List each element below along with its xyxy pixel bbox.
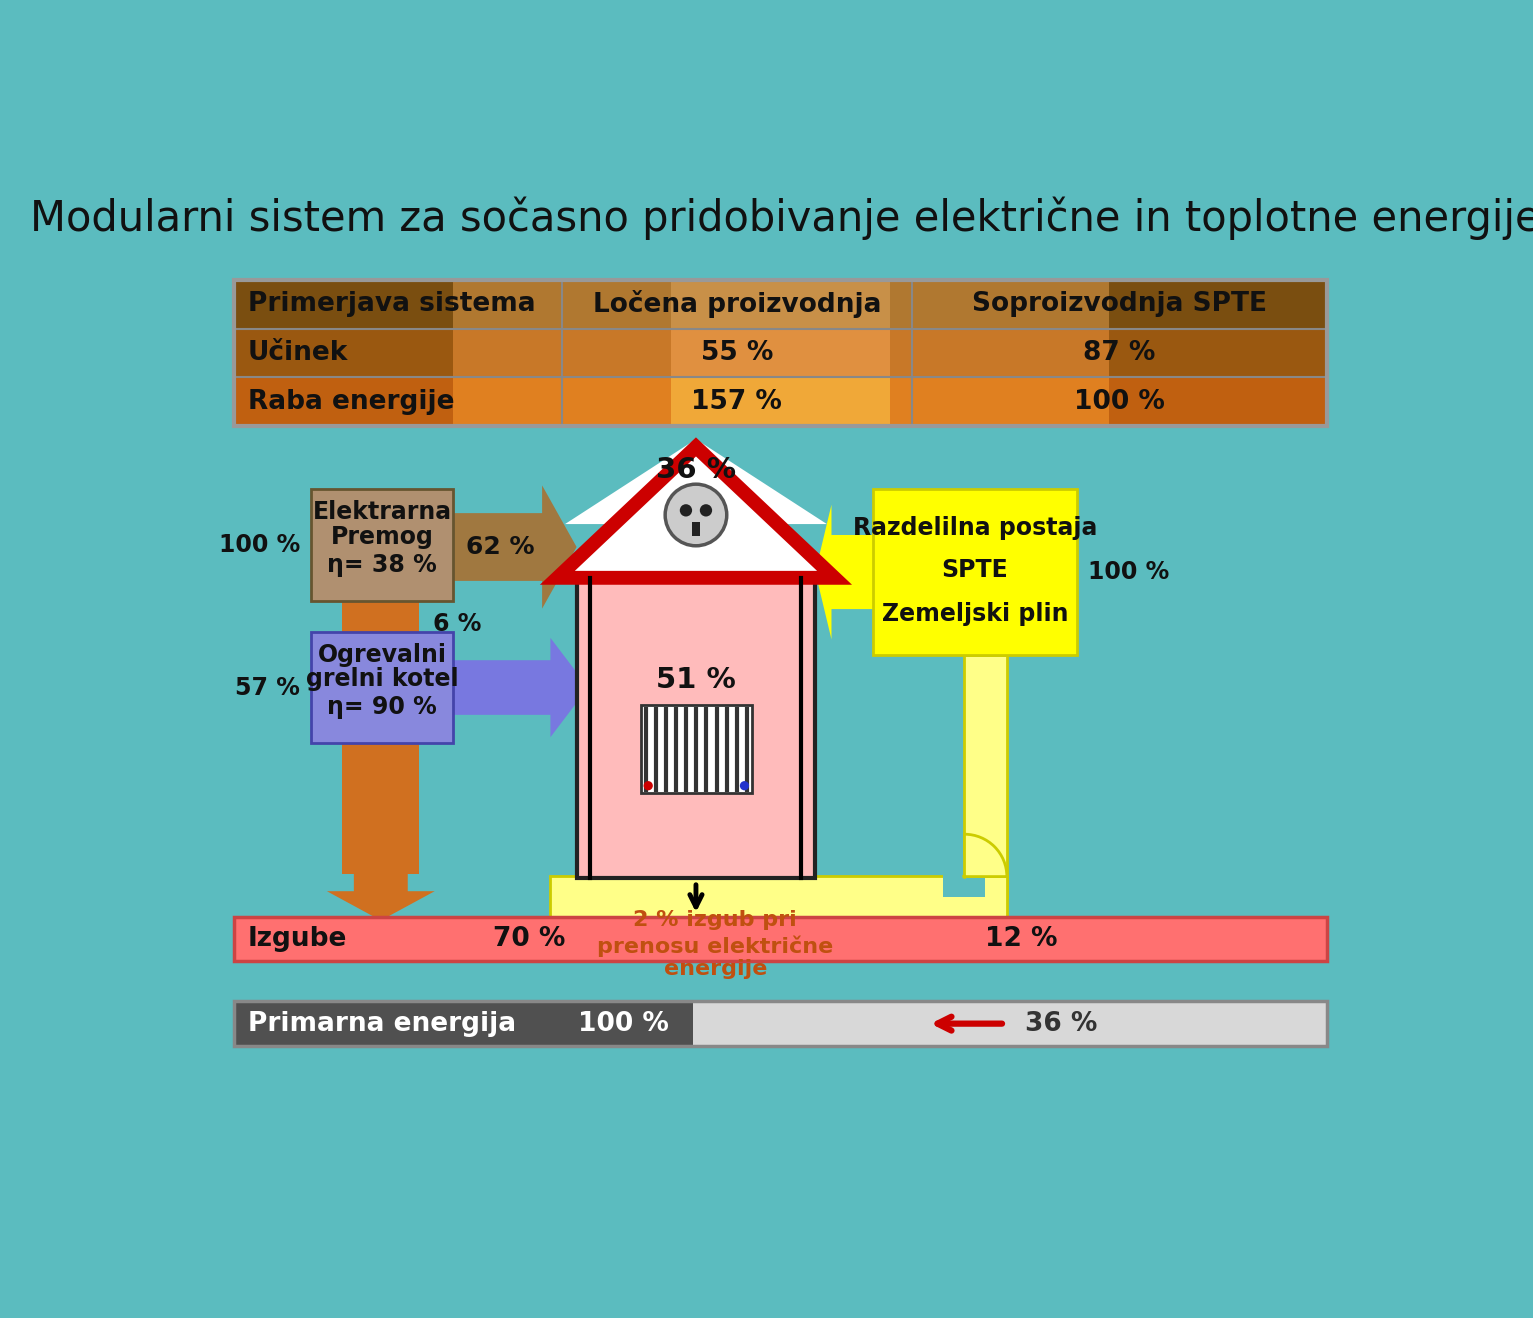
Polygon shape bbox=[816, 505, 874, 639]
Text: 70 %: 70 % bbox=[494, 927, 566, 952]
Bar bbox=[452, 377, 671, 426]
Text: 100 %: 100 % bbox=[1075, 389, 1165, 415]
Bar bbox=[235, 916, 1328, 961]
Bar bbox=[943, 855, 986, 898]
Text: 51 %: 51 % bbox=[656, 666, 736, 695]
Text: Ogrevalni: Ogrevalni bbox=[317, 643, 446, 667]
Text: η= 38 %: η= 38 % bbox=[328, 552, 437, 577]
Text: Soproizvodnja SPTE: Soproizvodnja SPTE bbox=[972, 291, 1268, 318]
Text: 100 %: 100 % bbox=[578, 1011, 670, 1037]
Bar bbox=[235, 328, 452, 377]
Bar bbox=[1108, 377, 1328, 426]
Text: Ločena proizvodnja: Ločena proizvodnja bbox=[593, 290, 881, 318]
Bar bbox=[671, 377, 891, 426]
Text: prenosu električne: prenosu električne bbox=[596, 934, 834, 957]
Bar bbox=[1108, 279, 1328, 328]
Text: Razdelilna postaja: Razdelilna postaja bbox=[852, 515, 1098, 540]
Text: grelni kotel: grelni kotel bbox=[307, 667, 458, 692]
Bar bbox=[576, 577, 816, 878]
Bar bbox=[342, 489, 420, 874]
Bar bbox=[891, 377, 1108, 426]
Text: Premog: Premog bbox=[331, 525, 434, 550]
Bar bbox=[235, 1002, 693, 1046]
Bar bbox=[311, 631, 454, 743]
Text: Modularni sistem za sočasno pridobivanje električne in toplotne energije: Modularni sistem za sočasno pridobivanje… bbox=[31, 196, 1533, 240]
Text: 2 % izgub pri: 2 % izgub pri bbox=[633, 911, 797, 931]
Text: 157 %: 157 % bbox=[691, 389, 782, 415]
Bar bbox=[671, 328, 891, 377]
Text: Učinek: Učinek bbox=[248, 340, 348, 366]
Text: η= 90 %: η= 90 % bbox=[328, 695, 437, 720]
Wedge shape bbox=[964, 834, 1007, 878]
Polygon shape bbox=[566, 439, 826, 663]
Text: Izgube: Izgube bbox=[248, 927, 346, 952]
Bar bbox=[452, 328, 671, 377]
Text: Primarna energija: Primarna energija bbox=[248, 1011, 517, 1037]
Bar bbox=[964, 655, 1007, 898]
Circle shape bbox=[679, 505, 691, 517]
Text: Elektrarna: Elektrarna bbox=[313, 501, 452, 525]
Circle shape bbox=[665, 484, 727, 546]
Polygon shape bbox=[558, 447, 834, 577]
Circle shape bbox=[644, 782, 653, 791]
Polygon shape bbox=[454, 485, 576, 609]
Bar bbox=[671, 279, 891, 328]
Text: 6 %: 6 % bbox=[434, 612, 481, 637]
Bar bbox=[311, 489, 454, 601]
Polygon shape bbox=[327, 844, 435, 920]
Circle shape bbox=[699, 505, 713, 517]
Bar bbox=[874, 489, 1078, 655]
Bar bbox=[343, 631, 419, 743]
Text: Zemeljski plin: Zemeljski plin bbox=[881, 602, 1069, 626]
Text: energije: energije bbox=[664, 960, 766, 979]
Text: 12 %: 12 % bbox=[986, 927, 1058, 952]
Bar bbox=[550, 875, 1007, 919]
Text: SPTE: SPTE bbox=[941, 558, 1009, 583]
Text: 55 %: 55 % bbox=[701, 340, 773, 366]
Bar bbox=[235, 279, 1328, 426]
Bar bbox=[235, 377, 452, 426]
Polygon shape bbox=[454, 638, 589, 737]
Text: 36 %: 36 % bbox=[1026, 1011, 1098, 1037]
Text: 100 %: 100 % bbox=[219, 532, 300, 558]
Bar bbox=[235, 279, 452, 328]
Text: 57 %: 57 % bbox=[235, 676, 300, 700]
Bar bbox=[693, 1002, 1328, 1046]
Bar bbox=[891, 279, 1108, 328]
Text: 36 %: 36 % bbox=[656, 456, 736, 485]
Text: Primerjava sistema: Primerjava sistema bbox=[248, 291, 535, 318]
Bar bbox=[691, 522, 699, 536]
Bar bbox=[641, 705, 753, 793]
Bar bbox=[452, 279, 671, 328]
Text: Raba energije: Raba energije bbox=[248, 389, 454, 415]
Bar bbox=[235, 1002, 1328, 1046]
Bar bbox=[891, 328, 1108, 377]
Text: 62 %: 62 % bbox=[466, 535, 535, 559]
Circle shape bbox=[740, 782, 750, 791]
Text: 87 %: 87 % bbox=[1084, 340, 1156, 366]
Bar bbox=[1108, 328, 1328, 377]
Text: 100 %: 100 % bbox=[1088, 560, 1170, 584]
